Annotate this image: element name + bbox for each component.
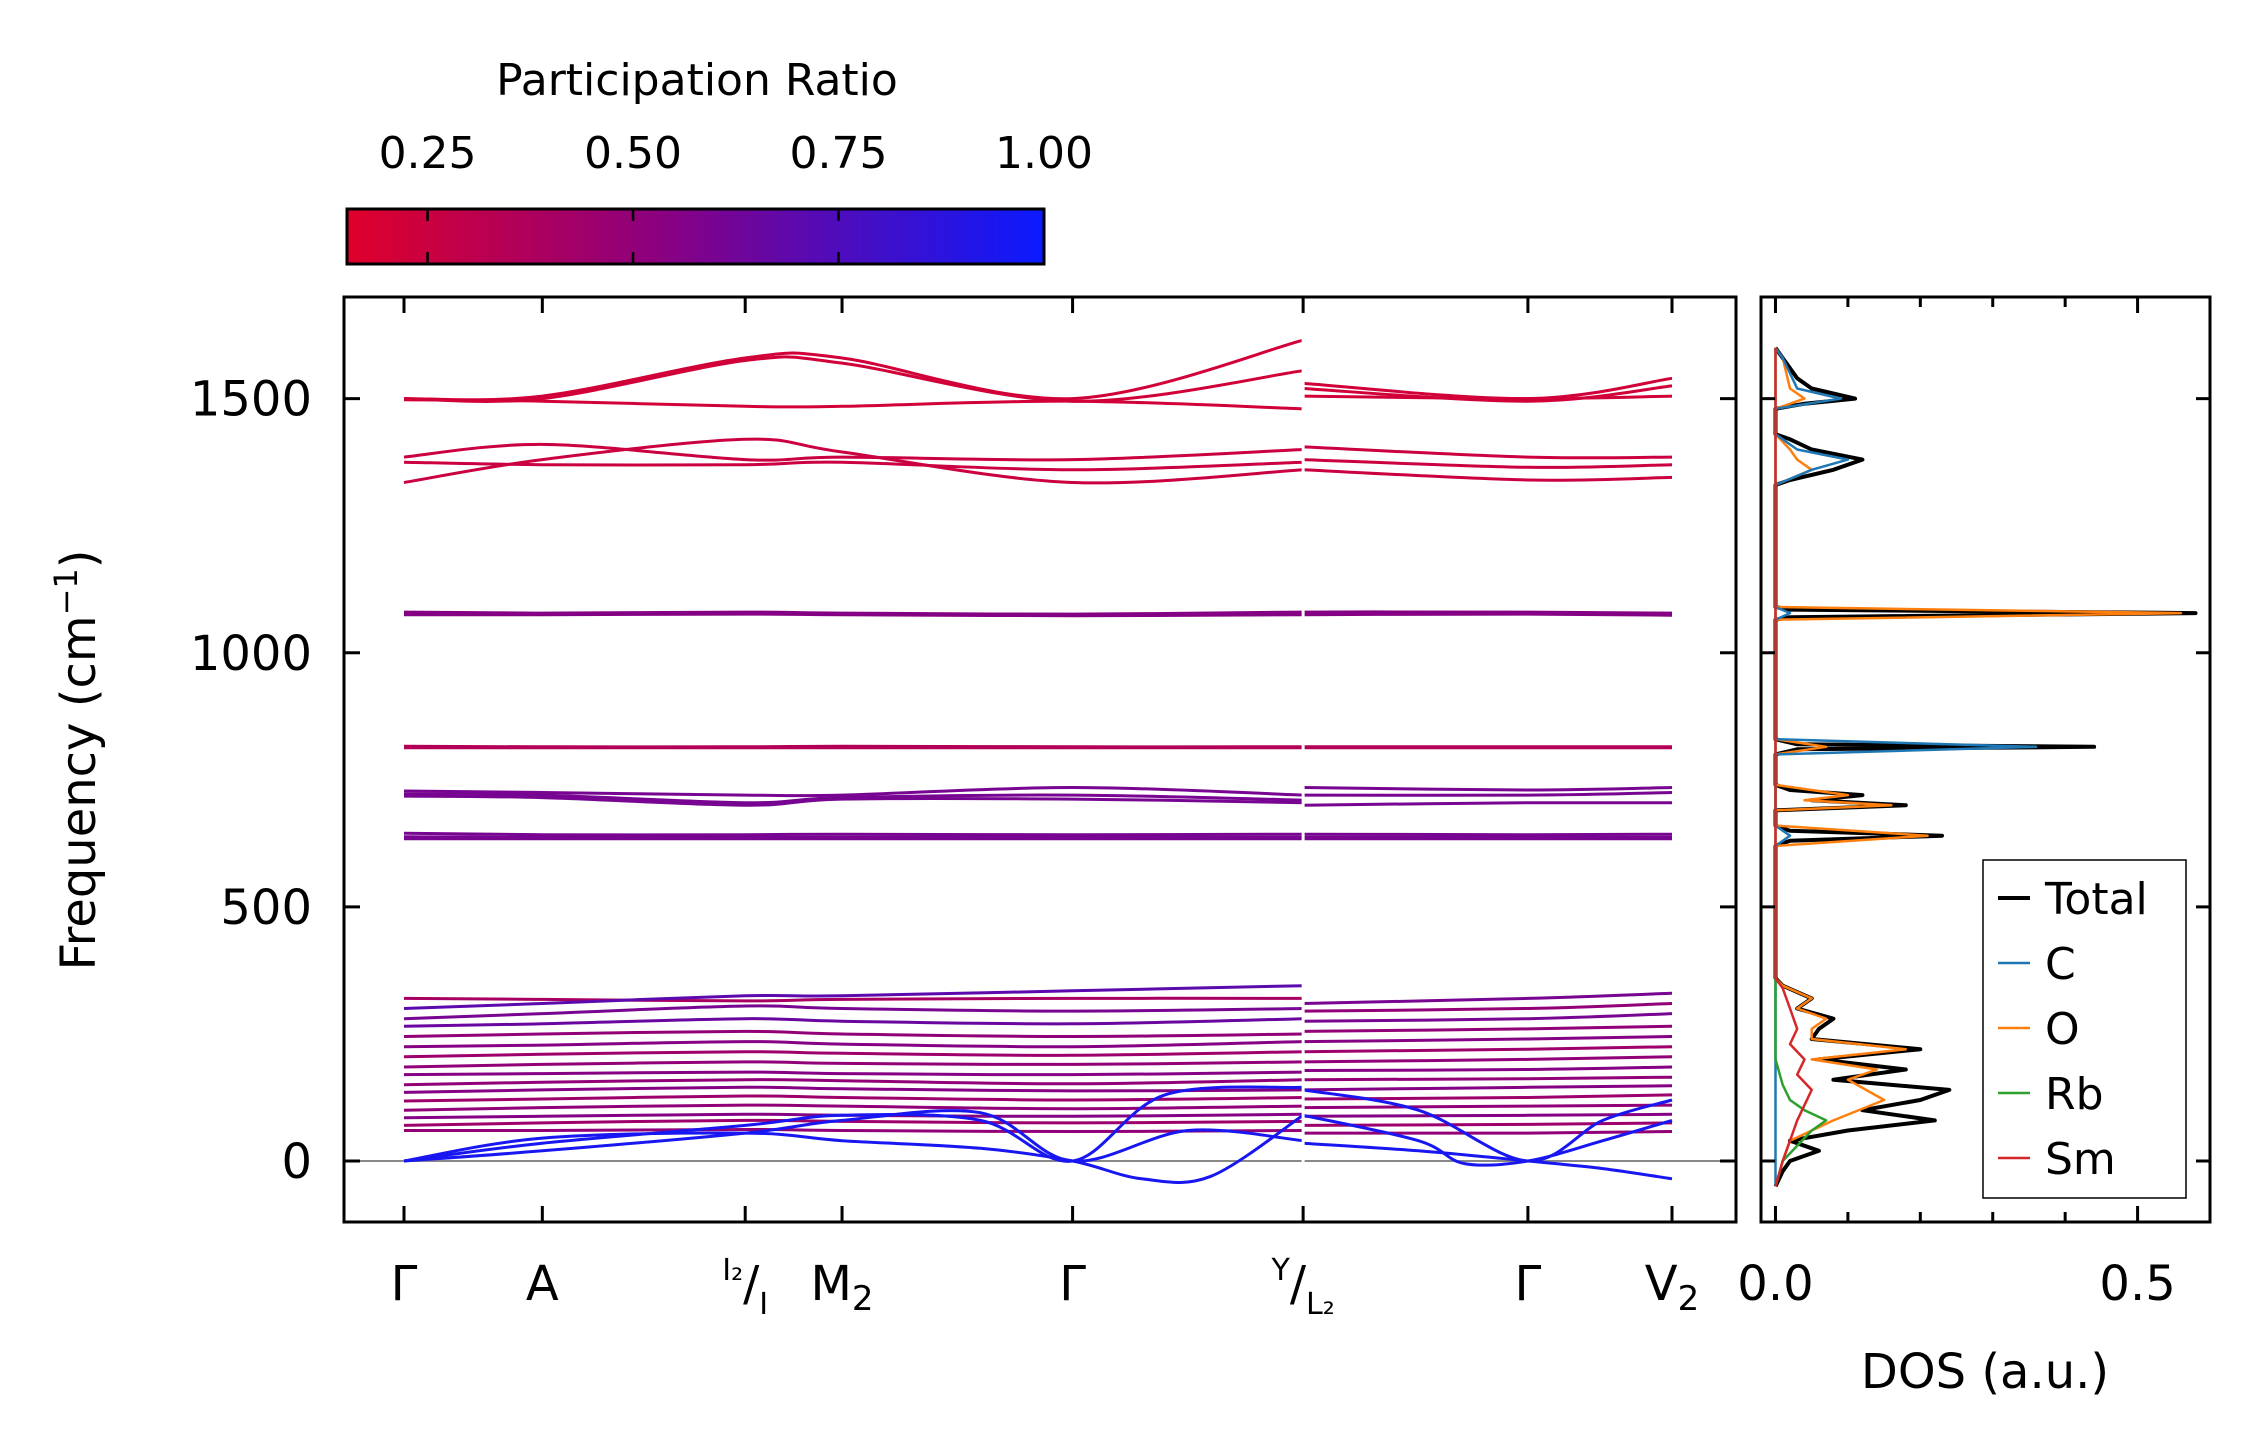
colorbar-title: Participation Ratio <box>496 55 898 106</box>
band-low-06 <box>403 1040 1304 1049</box>
dos-line-o <box>1774 347 2183 1187</box>
x-tick-label: Γ <box>1059 1256 1086 1312</box>
dos-lines <box>1773 346 2198 1188</box>
dos-line-rb <box>1774 347 1828 1187</box>
colorbar-ticks: 0.25 0.50 0.75 1.00 <box>379 128 1093 264</box>
band-low-r14 <box>1303 1121 1673 1127</box>
band-low-10 <box>403 1078 1304 1087</box>
dos-frame <box>1759 295 2212 1224</box>
band-low-01 <box>403 996 1304 1003</box>
dos-line-sm <box>1774 347 1813 1187</box>
band-b720-2 <box>403 792 1304 805</box>
band-low-r08 <box>1303 1065 1673 1072</box>
legend-label-rb: Rb <box>2045 1069 2104 1120</box>
dos-legend: Total CO Rb Sm <box>1982 859 2187 1199</box>
x-tick-label: A <box>526 1256 559 1312</box>
band-low-03 <box>403 1004 1304 1021</box>
band-low-12 <box>403 1094 1304 1103</box>
band-b720-4 <box>1303 786 1673 792</box>
band-lines <box>344 297 1736 1222</box>
band-b720-6 <box>1303 801 1673 807</box>
band-low-r07 <box>1303 1055 1673 1064</box>
colorbar: Participation Ratio 0.25 0.50 0.75 1.00 <box>345 55 1093 266</box>
legend-label-sm: Sm <box>2045 1134 2116 1185</box>
x-tick-label: Y/L₂ <box>1271 1253 1335 1322</box>
band-low-r09 <box>1303 1075 1673 1082</box>
band-c1380-6 <box>1303 468 1673 482</box>
band-low-r05 <box>1303 1035 1673 1044</box>
legend-label-c: C <box>2045 939 2076 990</box>
band-low-15 <box>403 1118 1304 1127</box>
colorbar-tick-label: 0.75 <box>790 128 888 179</box>
band-acoustic-r2 <box>1302 1113 1673 1167</box>
band-c1380-2 <box>403 460 1304 472</box>
band-low-11 <box>403 1085 1304 1094</box>
band-b640-1 <box>403 831 1673 837</box>
band-low-16 <box>403 1128 1304 1133</box>
band-frame <box>342 295 1738 1224</box>
band-low-r02 <box>1303 1002 1673 1013</box>
band-b720-3 <box>403 794 1304 807</box>
band-c1380-4 <box>1303 445 1673 460</box>
band-acoustic-3 <box>403 1109 1304 1163</box>
y-tick-label: 1500 <box>190 372 312 428</box>
band-c1380-1 <box>403 442 1304 462</box>
band-low-05 <box>403 1029 1304 1038</box>
band-axes: 0 500 1000 1500 Γ A I₂/I M2 Γ Y/L₂ Γ V2 <box>190 297 1736 1322</box>
dos-panel: 0.0 0.5 DOS (a.u.) Total CO Rb Sm <box>1737 295 2212 1400</box>
band-high-1 <box>403 338 1304 402</box>
band-low-09 <box>403 1070 1304 1077</box>
x-tick-label: M2 <box>811 1256 874 1319</box>
band-low-r10 <box>1303 1084 1673 1092</box>
band-low-r01 <box>1303 991 1673 1005</box>
x-tick-label: Γ <box>1515 1256 1542 1312</box>
y-tick-label: 0 <box>281 1134 312 1190</box>
colorbar-tick-label: 0.50 <box>584 128 682 179</box>
band-low-r11 <box>1303 1093 1673 1101</box>
band-c1380-3 <box>403 437 1304 485</box>
band-low-r15 <box>1303 1130 1673 1135</box>
band-b1080-2 <box>403 612 1673 618</box>
dos-x-tick-label: 0.0 <box>1737 1256 1813 1312</box>
band-b640-2 <box>403 835 1672 839</box>
band-high-6 <box>1303 394 1673 401</box>
band-low-r13 <box>1303 1112 1673 1118</box>
legend-label-o: O <box>2045 1004 2080 1055</box>
band-low-r12 <box>1303 1103 1673 1110</box>
y-axis-label-exponent: −1 <box>47 568 85 615</box>
colorbar-gradient <box>345 207 1046 266</box>
y-tick-label: 1000 <box>190 626 312 682</box>
band-acoustic-r3 <box>1302 1088 1673 1163</box>
band-low-08 <box>403 1060 1304 1069</box>
band-b720-5 <box>1303 791 1673 797</box>
band-low-r06 <box>1303 1045 1673 1054</box>
colorbar-tick-label: 1.00 <box>995 128 1093 179</box>
colorbar-tick-label: 0.25 <box>379 128 477 179</box>
band-c1380-5 <box>1303 458 1673 469</box>
band-low-04 <box>403 1017 1304 1028</box>
band-high-3 <box>403 398 1304 411</box>
y-tick-label: 500 <box>220 880 312 936</box>
band-low-r04 <box>1303 1024 1673 1033</box>
path-break <box>1301 297 1305 1222</box>
dos-axes: 0.0 0.5 <box>1737 297 2210 1312</box>
x-tick-label: Γ <box>391 1256 418 1312</box>
band-b720-1 <box>403 786 1304 798</box>
band-low-07 <box>403 1050 1304 1059</box>
band-low-13 <box>403 1103 1304 1112</box>
y-axis-label: Frequency (cm−1) <box>47 549 107 970</box>
band-acoustic-1 <box>403 1114 1304 1184</box>
band-high-2 <box>403 355 1304 403</box>
band-low-r03 <box>1303 1012 1673 1023</box>
band-low-02 <box>403 984 1304 1010</box>
band-high-5 <box>1303 384 1673 403</box>
dos-x-axis-label: DOS (a.u.) <box>1861 1344 2109 1400</box>
x-tick-label: V2 <box>1645 1256 1699 1319</box>
band-structure-panel: 0 500 1000 1500 Γ A I₂/I M2 Γ Y/L₂ Γ V2 Frequency (… <box>47 295 1738 1322</box>
legend-label-total: Total <box>2044 874 2148 925</box>
x-tick-label: I₂/I <box>722 1253 768 1322</box>
dos-x-tick-label: 0.5 <box>2099 1256 2175 1312</box>
